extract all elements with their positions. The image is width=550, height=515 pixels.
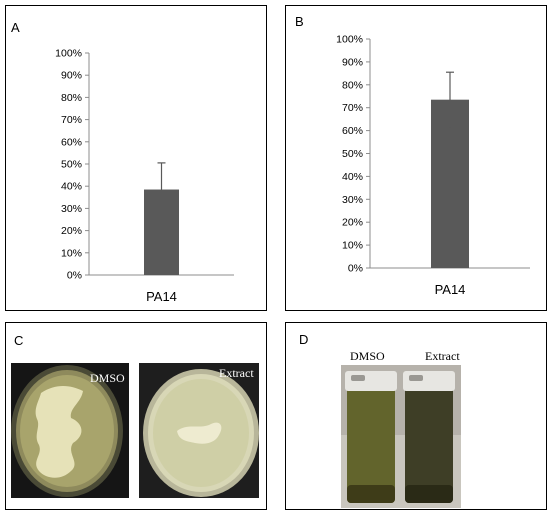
y-tick-label: 20% xyxy=(61,225,82,237)
panel-a-letter: A xyxy=(11,20,20,35)
y-tick-label: 70% xyxy=(61,114,82,126)
y-tick-label: 80% xyxy=(342,79,363,91)
panel-c: C DMSO Extract xyxy=(5,322,267,510)
panel-d: D DMSO Extract xyxy=(285,322,547,510)
y-tick-label: 30% xyxy=(342,194,363,206)
panel-d-letter: D xyxy=(299,332,309,347)
c-extract-label: Extract xyxy=(219,366,254,380)
petri-dish-dmso-photo: DMSO xyxy=(11,363,129,498)
y-tick-label: 60% xyxy=(342,125,363,137)
y-tick-label: 100% xyxy=(55,48,82,60)
tubes-photo xyxy=(341,365,461,508)
y-tick-label: 90% xyxy=(342,56,363,68)
chart-a: 0% 10% 20% 30% 40% 50% 60% 70% 80% 90% 100% PA14 xyxy=(55,48,234,304)
y-tick-label: 70% xyxy=(342,102,363,114)
y-tick-label: 60% xyxy=(61,136,82,148)
panel-a: A 0% 10% 20% 30% 40% 50% 60% 70% 80% 90% 100% PA14 xyxy=(5,5,267,311)
y-tick-label: 40% xyxy=(61,181,82,193)
x-category-label: PA14 xyxy=(435,282,466,297)
chart-b: 0% 10% 20% 30% 40% 50% 60% 70% 80% 90% 100% PA14 xyxy=(336,34,530,297)
y-tick-label: 0% xyxy=(67,270,82,282)
d-dmso-label: DMSO xyxy=(350,349,385,363)
y-tick-label: 40% xyxy=(342,171,363,183)
petri-dish-extract-photo: Extract xyxy=(139,363,259,498)
y-tick-label: 50% xyxy=(342,148,363,160)
panel-c-letter: C xyxy=(14,333,24,348)
y-tick-label: 100% xyxy=(336,34,363,46)
panel-b: B 0% 10% 20% 30% 40% 50% 60% 70% 80% 90% 100% PA14 xyxy=(285,5,547,311)
c-dmso-label: DMSO xyxy=(90,371,125,385)
y-tick-label: 80% xyxy=(61,92,82,104)
y-tick-label: 90% xyxy=(61,70,82,82)
y-tick-label: 0% xyxy=(348,263,363,275)
y-tick-label: 30% xyxy=(61,203,82,215)
panel-b-letter: B xyxy=(295,14,304,29)
d-extract-label: Extract xyxy=(425,349,460,363)
bar xyxy=(431,99,469,268)
y-tick-label: 20% xyxy=(342,217,363,229)
x-category-label: PA14 xyxy=(146,289,177,304)
y-tick-label: 50% xyxy=(61,159,82,171)
y-tick-label: 10% xyxy=(61,247,82,259)
y-tick-label: 10% xyxy=(342,240,363,252)
